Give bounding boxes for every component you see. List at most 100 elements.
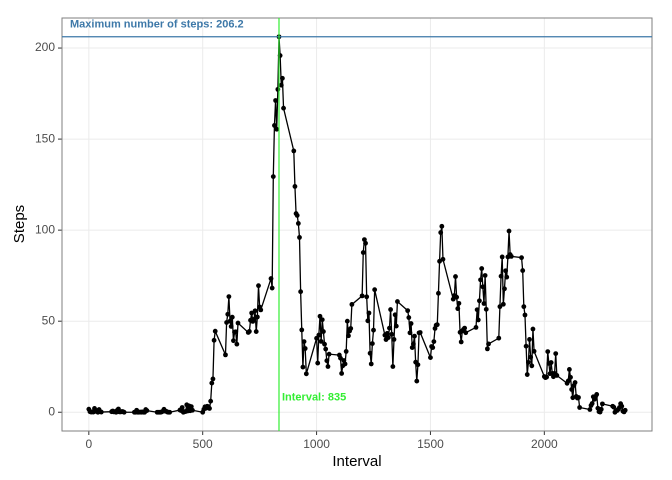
data-point [208,398,214,404]
data-point [256,283,261,289]
data-point [456,300,462,306]
data-point [227,318,233,324]
data-point [324,358,330,364]
data-point [458,339,464,345]
y-tick-label: 200 [35,40,55,54]
data-point [228,324,234,329]
data-point [338,355,343,361]
data-point [388,307,393,312]
data-point [234,341,240,347]
y-axis-title: Steps [11,205,28,243]
y-tick-label: 150 [35,131,55,145]
data-point [389,331,395,337]
data-point [474,307,480,313]
data-point [619,403,625,409]
data-point [392,312,398,318]
data-point [363,240,368,246]
data-point [326,351,332,357]
data-point [453,274,458,279]
data-point [529,363,535,369]
data-point [497,304,503,310]
data-point [280,75,285,81]
x-tick-label: 500 [193,437,213,451]
data-point [525,359,531,365]
data-point [522,312,528,318]
data-point [365,318,371,324]
data-point [622,407,628,413]
data-point [315,360,321,366]
data-point [303,371,309,377]
data-point [319,317,325,323]
data-point [385,335,391,340]
data-point [439,223,445,229]
data-point [294,212,300,218]
data-point [520,268,526,273]
data-point [405,308,411,314]
data-point [229,314,235,320]
data-point [572,380,578,385]
data-point [506,228,512,234]
data-point [480,284,486,290]
data-point [504,274,510,280]
data-point [343,349,349,354]
data-point [344,318,350,324]
data-point [528,354,534,360]
data-point [519,255,524,261]
data-point [297,235,302,240]
data-point [496,335,502,341]
data-point [348,326,354,331]
data-point [408,321,414,326]
data-point [434,322,440,328]
data-point [367,350,373,356]
x-tick-label: 1000 [303,437,330,451]
data-point [369,341,375,346]
data-point [502,286,507,292]
data-point [503,268,509,274]
data-point [417,330,423,335]
data-point [179,405,185,410]
data-point [223,352,228,358]
data-point [318,339,324,344]
data-point [479,266,485,271]
data-point [278,82,284,88]
data-point [346,333,351,339]
data-point [316,332,322,338]
data-point [252,308,258,314]
plot-border [61,17,653,432]
data-point [436,290,441,296]
data-point [486,341,491,347]
data-point [431,339,437,344]
data-point [587,407,593,412]
data-point [368,361,374,367]
x-axis-title: Interval [332,453,381,470]
data-point [611,404,617,410]
interval-label: Interval: 835 [282,392,346,404]
data-point [508,253,514,259]
data-point [527,337,532,342]
data-point [594,391,600,397]
data-point [323,346,329,352]
data-point [412,333,417,339]
data-point [249,310,255,316]
data-point [568,374,573,380]
data-point [251,316,257,322]
data-point [292,184,298,189]
data-point [391,337,397,342]
data-point [545,349,551,355]
data-point [298,289,304,295]
data-point [295,221,301,226]
data-point [281,105,286,111]
data-point [462,325,468,331]
data-point [410,341,416,347]
data-point [258,307,264,313]
data-point [409,345,415,350]
data-point [484,346,490,352]
data-point [589,401,595,406]
x-tick-label: 0 [85,437,92,451]
x-tick-label: 2000 [531,437,558,451]
data-point [384,330,390,336]
data-point [268,276,274,281]
data-point [565,378,571,384]
data-point [598,406,604,412]
